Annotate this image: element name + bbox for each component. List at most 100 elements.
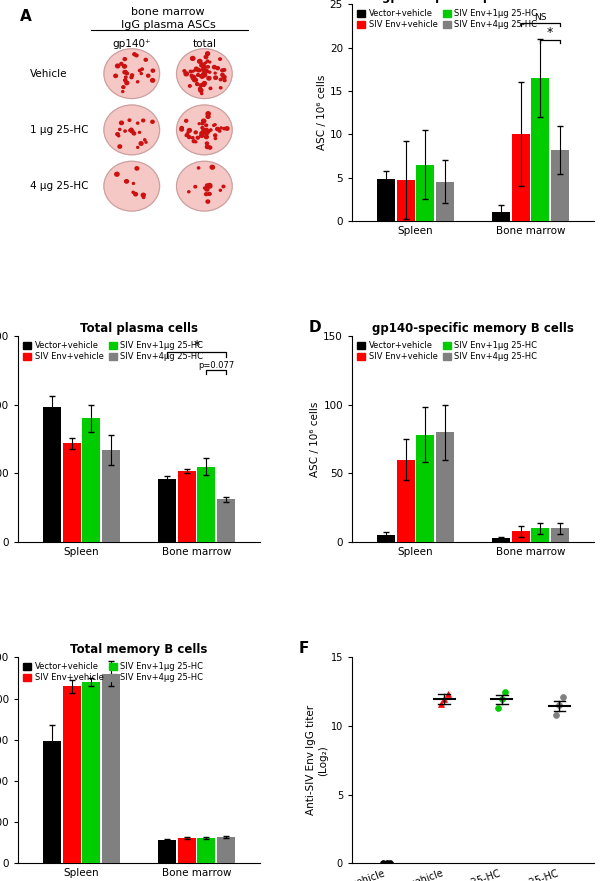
- Circle shape: [203, 73, 206, 77]
- Bar: [492, 212, 510, 221]
- Bar: [82, 682, 100, 863]
- Circle shape: [205, 193, 208, 196]
- Circle shape: [206, 52, 209, 56]
- Circle shape: [209, 87, 212, 90]
- Circle shape: [190, 74, 193, 78]
- Circle shape: [133, 132, 136, 135]
- Point: [558, 690, 568, 704]
- Circle shape: [115, 173, 119, 176]
- Point: [436, 697, 446, 711]
- Circle shape: [202, 129, 206, 132]
- Legend: Vector+vehicle, SIV Env+vehicle, SIV Env+1μg 25-HC, SIV Env+4μg 25-HC: Vector+vehicle, SIV Env+vehicle, SIV Env…: [356, 9, 538, 30]
- Circle shape: [201, 63, 205, 67]
- Bar: [62, 686, 80, 863]
- Circle shape: [130, 76, 133, 78]
- Bar: [158, 479, 176, 542]
- Circle shape: [130, 130, 134, 133]
- Point: [497, 692, 506, 706]
- Circle shape: [134, 193, 137, 196]
- Circle shape: [207, 130, 210, 132]
- Circle shape: [202, 73, 205, 76]
- Circle shape: [191, 56, 195, 61]
- Circle shape: [130, 130, 133, 132]
- Circle shape: [185, 120, 188, 122]
- Bar: [217, 500, 235, 542]
- Point: [554, 699, 564, 713]
- Circle shape: [145, 141, 147, 144]
- Circle shape: [205, 145, 209, 149]
- Legend: Vector+vehicle, SIV Env+vehicle, SIV Env+1μg 25-HC, SIV Env+4μg 25-HC: Vector+vehicle, SIV Env+vehicle, SIV Env…: [356, 340, 538, 362]
- Circle shape: [220, 189, 221, 191]
- Circle shape: [218, 58, 221, 60]
- Text: 4 μg 25-HC: 4 μg 25-HC: [30, 181, 89, 191]
- Circle shape: [197, 59, 202, 63]
- Circle shape: [220, 127, 222, 129]
- Bar: [158, 840, 176, 863]
- Circle shape: [122, 64, 127, 68]
- Bar: [551, 529, 569, 542]
- Circle shape: [104, 161, 160, 211]
- Circle shape: [139, 70, 141, 71]
- Circle shape: [203, 187, 206, 189]
- Text: F: F: [299, 640, 309, 655]
- Title: Total memory B cells: Total memory B cells: [70, 643, 208, 656]
- Text: D: D: [308, 320, 321, 335]
- Circle shape: [206, 112, 210, 115]
- Circle shape: [203, 130, 206, 132]
- Circle shape: [146, 74, 150, 78]
- Text: 1 μg 25-HC: 1 μg 25-HC: [30, 125, 89, 135]
- Bar: [43, 407, 61, 542]
- Bar: [416, 435, 434, 542]
- Circle shape: [220, 86, 222, 89]
- Text: p=0.077: p=0.077: [198, 360, 235, 370]
- Circle shape: [202, 72, 205, 75]
- Circle shape: [203, 72, 205, 75]
- Bar: [197, 838, 215, 863]
- Circle shape: [137, 81, 139, 83]
- Circle shape: [214, 72, 216, 74]
- Circle shape: [133, 53, 136, 56]
- Circle shape: [124, 78, 127, 82]
- Circle shape: [130, 128, 133, 131]
- Circle shape: [196, 137, 199, 139]
- Circle shape: [125, 81, 129, 85]
- Point: [494, 701, 503, 715]
- Circle shape: [206, 200, 209, 204]
- Circle shape: [216, 67, 220, 70]
- Point: [378, 856, 388, 870]
- Circle shape: [151, 78, 155, 82]
- Circle shape: [191, 76, 195, 79]
- Circle shape: [140, 72, 142, 75]
- Circle shape: [199, 84, 202, 86]
- Circle shape: [201, 75, 203, 77]
- Circle shape: [194, 69, 196, 71]
- Circle shape: [118, 135, 120, 137]
- Circle shape: [208, 183, 212, 188]
- Circle shape: [200, 134, 204, 137]
- Circle shape: [203, 70, 206, 73]
- Circle shape: [104, 105, 160, 155]
- Bar: [512, 531, 530, 542]
- Circle shape: [176, 105, 232, 155]
- Circle shape: [198, 122, 200, 124]
- Circle shape: [204, 131, 207, 134]
- Bar: [377, 179, 395, 221]
- Circle shape: [124, 70, 127, 73]
- Legend: Vector+vehicle, SIV Env+vehicle, SIV Env+1μg 25-HC, SIV Env+4μg 25-HC: Vector+vehicle, SIV Env+vehicle, SIV Env…: [22, 340, 204, 362]
- Circle shape: [116, 64, 119, 68]
- Bar: [197, 467, 215, 542]
- Circle shape: [142, 196, 145, 198]
- Text: total: total: [193, 39, 217, 49]
- Text: *: *: [547, 26, 553, 39]
- Bar: [397, 180, 415, 221]
- Circle shape: [194, 78, 197, 82]
- Circle shape: [144, 58, 148, 61]
- Bar: [217, 837, 235, 863]
- Circle shape: [203, 121, 205, 122]
- Text: bone marrow: bone marrow: [131, 6, 205, 17]
- Bar: [82, 418, 100, 542]
- Circle shape: [122, 85, 125, 88]
- Text: Vehicle: Vehicle: [30, 69, 68, 78]
- Circle shape: [129, 130, 131, 131]
- Bar: [416, 165, 434, 221]
